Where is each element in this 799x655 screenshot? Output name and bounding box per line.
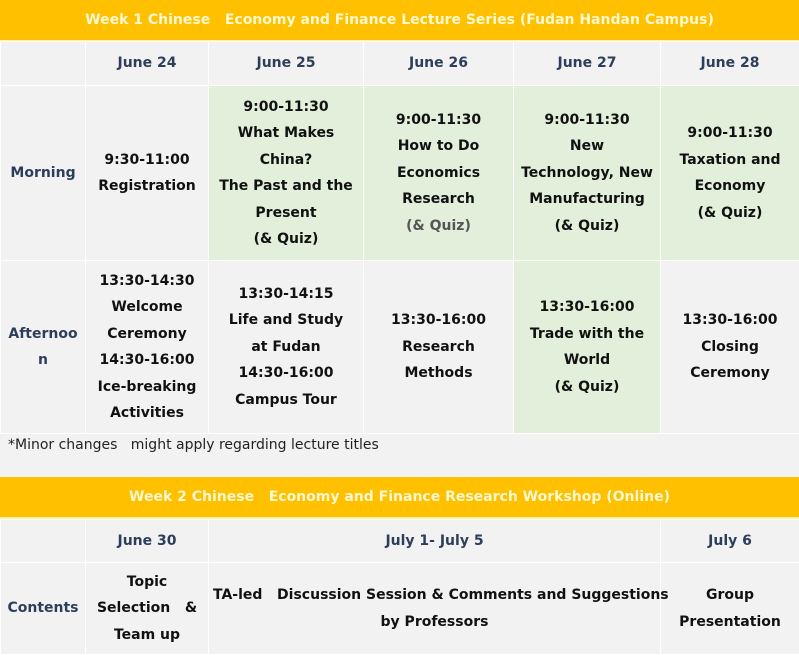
cell-line: Life and Study <box>213 307 359 334</box>
cell-line: Campus Tour <box>213 387 359 414</box>
cell-line: World <box>518 347 656 374</box>
cell-line: Trade with the <box>518 321 656 348</box>
cell-line: Welcome <box>90 294 204 321</box>
cell-line: China? <box>213 147 359 174</box>
cell-line: Ice-breaking <box>90 374 204 401</box>
cell-line: Selection & <box>90 595 204 622</box>
date-header: July 1- July 5 <box>209 520 661 563</box>
cell-line: Ceremony <box>665 360 795 387</box>
cell-line: (& Quiz) <box>368 213 509 240</box>
week1-date-row: June 24 June 25 June 26 June 27 June 28 <box>1 42 799 86</box>
cell-line: Economy <box>665 173 795 200</box>
cell-line: (& Quiz) <box>665 200 795 227</box>
date-header: June 30 <box>86 520 209 563</box>
cell-line: Closing <box>665 334 795 361</box>
date-header: June 27 <box>514 42 661 86</box>
date-header: July 6 <box>661 520 799 563</box>
cell-line: (& Quiz) <box>518 374 656 401</box>
date-header: June 24 <box>86 42 209 86</box>
row-label-morning: Morning <box>1 86 86 261</box>
cell-line: Topic <box>90 569 204 596</box>
cell-line: 13:30-16:00 <box>518 294 656 321</box>
cell-line: Present <box>213 200 359 227</box>
week2-title: Week 2 Chinese Economy and Finance Resea… <box>129 489 670 505</box>
week1-title: Week 1 Chinese Economy and Finance Lectu… <box>85 12 714 28</box>
schedule-cell: TA-led Discussion Session & Comments and… <box>209 563 661 655</box>
cell-line: Methods <box>368 360 509 387</box>
cell-line: 13:30-16:00 <box>665 307 795 334</box>
date-header: June 26 <box>364 42 514 86</box>
date-header: June 28 <box>661 42 799 86</box>
row-label-afternoon: Afternoo n <box>1 261 86 434</box>
cell-line: New <box>518 133 656 160</box>
cell-line: Research <box>368 186 509 213</box>
cell-line: TA-led Discussion Session & Comments and… <box>213 582 656 609</box>
week2-date-row: June 30 July 1- July 5 July 6 <box>1 520 799 563</box>
cell-line: (& Quiz) <box>213 226 359 253</box>
cell-line: Research <box>368 334 509 361</box>
week1-title-band: Week 1 Chinese Economy and Finance Lectu… <box>0 0 799 42</box>
cell-line: by Professors <box>213 609 656 636</box>
cell-line: Manufacturing <box>518 186 656 213</box>
week2-schedule-table: June 30 July 1- July 5 July 6 Contents T… <box>0 519 799 655</box>
cell-line: Team up <box>90 622 204 649</box>
week2-title-band: Week 2 Chinese Economy and Finance Resea… <box>0 477 799 519</box>
date-header: June 25 <box>209 42 364 86</box>
cell-line: Economics <box>368 160 509 187</box>
cell-line: 14:30-16:00 <box>213 360 359 387</box>
cell-line: 13:30-14:30 <box>90 268 204 295</box>
cell-line: Activities <box>90 400 204 427</box>
cell-line: 9:00-11:30 <box>518 107 656 134</box>
row-label-afternoon-text: Afternoo n <box>8 321 78 374</box>
corner-cell <box>1 42 86 86</box>
cell-line: 14:30-16:00 <box>90 347 204 374</box>
cell-line: Presentation <box>665 609 795 636</box>
cell-line: Taxation and <box>665 147 795 174</box>
cell-line: Ceremony <box>90 321 204 348</box>
cell-line: 13:30-16:00 <box>368 307 509 334</box>
row-label-contents: Contents <box>1 563 86 655</box>
corner-cell <box>1 520 86 563</box>
cell-line: 9:00-11:30 <box>213 94 359 121</box>
cell-line: Technology, New <box>518 160 656 187</box>
cell-line: Group <box>665 582 795 609</box>
cell-line: at Fudan <box>213 334 359 361</box>
cell-line: What Makes <box>213 120 359 147</box>
cell-line: 13:30-14:15 <box>213 281 359 308</box>
cell-line: 9:00-11:30 <box>665 120 795 147</box>
cell-line: How to Do <box>368 133 509 160</box>
footnote: *Minor changes might apply regarding lec… <box>8 437 379 453</box>
cell-line: Registration <box>90 173 204 200</box>
cell-line: The Past and the <box>213 173 359 200</box>
cell-line: 9:30-11:00 <box>90 147 204 174</box>
cell-line: 9:00-11:30 <box>368 107 509 134</box>
cell-line: (& Quiz) <box>518 213 656 240</box>
week1-schedule-table: June 24 June 25 June 26 June 27 June 28 … <box>0 41 799 434</box>
